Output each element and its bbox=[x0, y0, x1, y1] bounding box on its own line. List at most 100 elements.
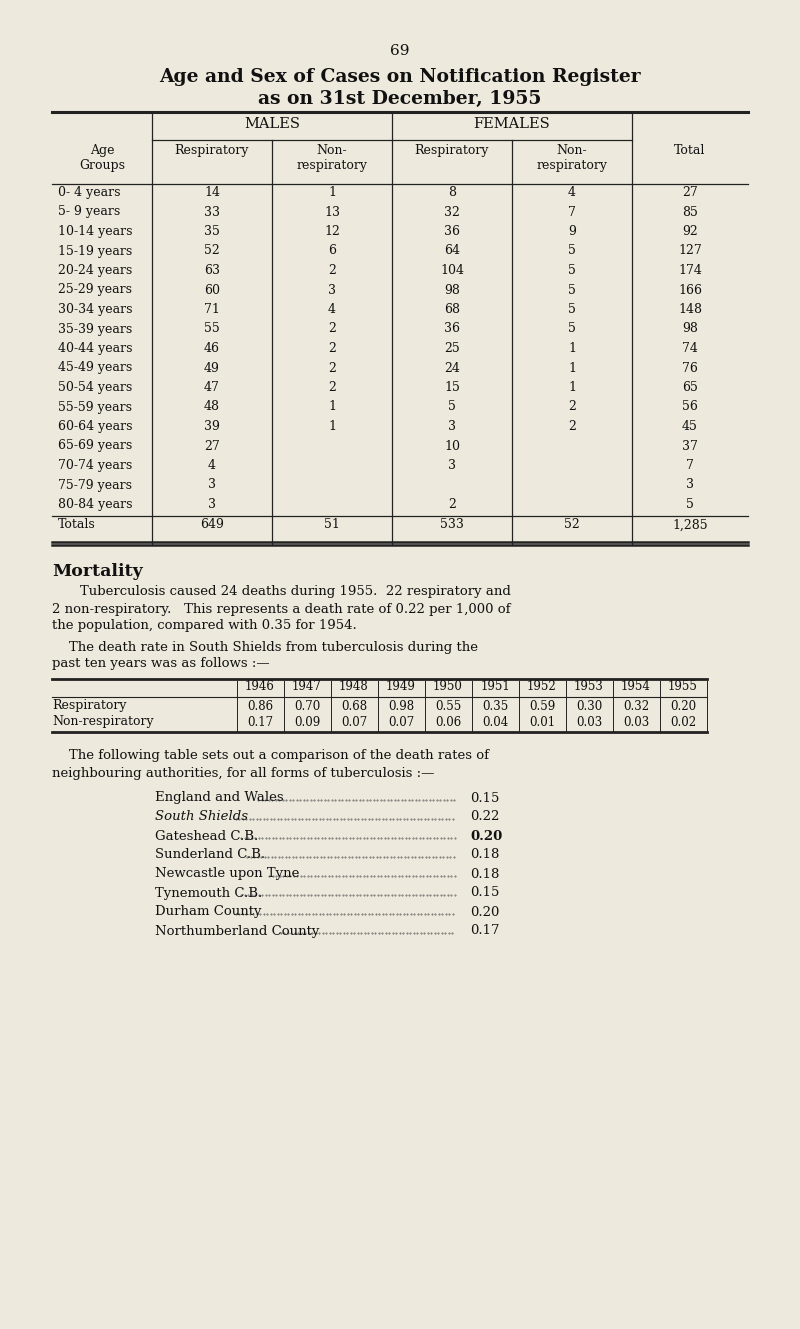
Text: 64: 64 bbox=[444, 245, 460, 258]
Text: 65-69 years: 65-69 years bbox=[58, 440, 132, 452]
Text: 174: 174 bbox=[678, 264, 702, 276]
Text: 2: 2 bbox=[568, 400, 576, 413]
Text: 32: 32 bbox=[444, 206, 460, 218]
Text: 45: 45 bbox=[682, 420, 698, 433]
Text: 0- 4 years: 0- 4 years bbox=[58, 186, 121, 199]
Text: 55-59 years: 55-59 years bbox=[58, 400, 132, 413]
Text: 0.15: 0.15 bbox=[470, 886, 499, 900]
Text: 2: 2 bbox=[328, 361, 336, 375]
Text: 74: 74 bbox=[682, 342, 698, 355]
Text: 0.86: 0.86 bbox=[247, 699, 273, 712]
Text: 10-14 years: 10-14 years bbox=[58, 225, 133, 238]
Text: Respiratory: Respiratory bbox=[174, 144, 250, 157]
Text: 63: 63 bbox=[204, 264, 220, 276]
Text: 3: 3 bbox=[328, 283, 336, 296]
Text: 0.03: 0.03 bbox=[576, 715, 602, 728]
Text: 0.68: 0.68 bbox=[341, 699, 367, 712]
Text: 48: 48 bbox=[204, 400, 220, 413]
Text: 0.18: 0.18 bbox=[470, 868, 499, 881]
Text: 3: 3 bbox=[208, 478, 216, 492]
Text: 35: 35 bbox=[204, 225, 220, 238]
Text: 0.98: 0.98 bbox=[388, 699, 414, 712]
Text: Age and Sex of Cases on Notification Register: Age and Sex of Cases on Notification Reg… bbox=[159, 68, 641, 86]
Text: Tuberculosis caused 24 deaths during 1955.  22 respiratory and: Tuberculosis caused 24 deaths during 195… bbox=[80, 586, 511, 598]
Text: 0.20: 0.20 bbox=[470, 829, 502, 843]
Text: Non-
respiratory: Non- respiratory bbox=[537, 144, 607, 171]
Text: 36: 36 bbox=[444, 225, 460, 238]
Text: 46: 46 bbox=[204, 342, 220, 355]
Text: Northumberland County: Northumberland County bbox=[155, 925, 319, 937]
Text: 1955: 1955 bbox=[668, 680, 698, 694]
Text: 51: 51 bbox=[324, 518, 340, 532]
Text: 5: 5 bbox=[568, 323, 576, 335]
Text: 5- 9 years: 5- 9 years bbox=[58, 206, 120, 218]
Text: England and Wales: England and Wales bbox=[155, 792, 284, 804]
Text: 27: 27 bbox=[204, 440, 220, 452]
Text: 0.04: 0.04 bbox=[482, 715, 508, 728]
Text: 71: 71 bbox=[204, 303, 220, 316]
Text: Gateshead C.B.: Gateshead C.B. bbox=[155, 829, 258, 843]
Text: 0.20: 0.20 bbox=[470, 905, 499, 918]
Text: 25-29 years: 25-29 years bbox=[58, 283, 132, 296]
Text: 0.03: 0.03 bbox=[623, 715, 649, 728]
Text: 75-79 years: 75-79 years bbox=[58, 478, 132, 492]
Text: Age
Groups: Age Groups bbox=[79, 144, 125, 171]
Text: 6: 6 bbox=[328, 245, 336, 258]
Text: 1949: 1949 bbox=[386, 680, 416, 694]
Text: 7: 7 bbox=[686, 459, 694, 472]
Text: Total: Total bbox=[674, 144, 706, 157]
Text: 1954: 1954 bbox=[621, 680, 651, 694]
Text: 9: 9 bbox=[568, 225, 576, 238]
Text: 0.35: 0.35 bbox=[482, 699, 508, 712]
Text: Newcastle upon Tyne: Newcastle upon Tyne bbox=[155, 868, 299, 881]
Text: 85: 85 bbox=[682, 206, 698, 218]
Text: 4: 4 bbox=[328, 303, 336, 316]
Text: 1: 1 bbox=[568, 342, 576, 355]
Text: 1,285: 1,285 bbox=[672, 518, 708, 532]
Text: 8: 8 bbox=[448, 186, 456, 199]
Text: 1948: 1948 bbox=[339, 680, 369, 694]
Text: 0.09: 0.09 bbox=[294, 715, 320, 728]
Text: 37: 37 bbox=[682, 440, 698, 452]
Text: 33: 33 bbox=[204, 206, 220, 218]
Text: the population, compared with 0.35 for 1954.: the population, compared with 0.35 for 1… bbox=[52, 619, 357, 633]
Text: Totals: Totals bbox=[58, 518, 96, 532]
Text: 2: 2 bbox=[328, 323, 336, 335]
Text: 2 non-respiratory.   This represents a death rate of 0.22 per 1,000 of: 2 non-respiratory. This represents a dea… bbox=[52, 602, 510, 615]
Text: 68: 68 bbox=[444, 303, 460, 316]
Text: Tynemouth C.B.: Tynemouth C.B. bbox=[155, 886, 262, 900]
Text: 0.55: 0.55 bbox=[435, 699, 461, 712]
Text: 166: 166 bbox=[678, 283, 702, 296]
Text: 1951: 1951 bbox=[480, 680, 510, 694]
Text: neighbouring authorities, for all forms of tuberculosis :—: neighbouring authorities, for all forms … bbox=[52, 767, 434, 780]
Text: 69: 69 bbox=[390, 44, 410, 58]
Text: 533: 533 bbox=[440, 518, 464, 532]
Text: 5: 5 bbox=[568, 264, 576, 276]
Text: 1: 1 bbox=[568, 361, 576, 375]
Text: 24: 24 bbox=[444, 361, 460, 375]
Text: 0.07: 0.07 bbox=[388, 715, 414, 728]
Text: 649: 649 bbox=[200, 518, 224, 532]
Text: 2: 2 bbox=[328, 381, 336, 393]
Text: FEMALES: FEMALES bbox=[474, 117, 550, 132]
Text: The death rate in South Shields from tuberculosis during the: The death rate in South Shields from tub… bbox=[52, 641, 478, 654]
Text: 45-49 years: 45-49 years bbox=[58, 361, 132, 375]
Text: 0.18: 0.18 bbox=[470, 848, 499, 861]
Text: 92: 92 bbox=[682, 225, 698, 238]
Text: 0.20: 0.20 bbox=[670, 699, 696, 712]
Text: as on 31st December, 1955: as on 31st December, 1955 bbox=[258, 90, 542, 108]
Text: 2: 2 bbox=[568, 420, 576, 433]
Text: 80-84 years: 80-84 years bbox=[58, 498, 133, 510]
Text: 35-39 years: 35-39 years bbox=[58, 323, 132, 335]
Text: 1947: 1947 bbox=[292, 680, 322, 694]
Text: 0.15: 0.15 bbox=[470, 792, 499, 804]
Text: 0.17: 0.17 bbox=[247, 715, 273, 728]
Text: 47: 47 bbox=[204, 381, 220, 393]
Text: 3: 3 bbox=[448, 459, 456, 472]
Text: 98: 98 bbox=[444, 283, 460, 296]
Text: 13: 13 bbox=[324, 206, 340, 218]
Text: 5: 5 bbox=[686, 498, 694, 510]
Text: 4: 4 bbox=[568, 186, 576, 199]
Text: 0.02: 0.02 bbox=[670, 715, 696, 728]
Text: 1: 1 bbox=[328, 186, 336, 199]
